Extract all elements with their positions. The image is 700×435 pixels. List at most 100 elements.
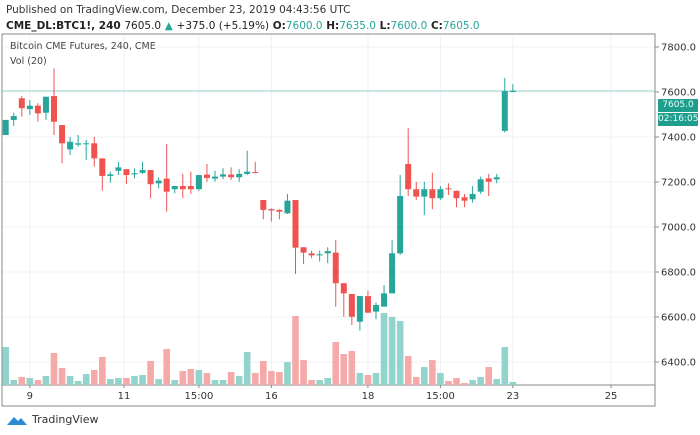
time-tick-label: 25	[605, 391, 618, 402]
candle-body	[437, 189, 444, 199]
candle-body	[147, 170, 154, 185]
volume-bar	[123, 378, 130, 385]
price-tick-label: 7800.0	[661, 43, 696, 54]
candle	[453, 190, 460, 208]
candle-body	[179, 186, 186, 190]
candle-body	[67, 141, 74, 150]
candle-body	[308, 253, 315, 256]
candle	[445, 183, 452, 196]
last-price: 7605.0	[124, 20, 162, 32]
candle-body	[139, 170, 146, 173]
volume-bar	[66, 376, 74, 385]
volume-bar	[251, 373, 259, 385]
candle	[501, 78, 508, 133]
symbol-label: CME_DL:BTC1!, 240	[6, 20, 121, 32]
volume-bar	[147, 361, 154, 385]
time-tick-label: 16	[265, 391, 278, 402]
open-value: 7600.0	[285, 20, 323, 32]
time-tick-label: 15:00	[184, 391, 213, 402]
volume-bar	[163, 349, 170, 385]
volume-bar	[211, 380, 219, 385]
volume-bar	[412, 377, 420, 385]
candle-body	[83, 143, 90, 145]
candle	[397, 175, 404, 255]
volume-bar	[340, 354, 348, 385]
candle-body	[300, 247, 307, 253]
price-tick-label: 7200.0	[661, 178, 696, 189]
candle-body	[268, 209, 275, 211]
candle-body	[405, 164, 412, 190]
candle	[34, 103, 41, 122]
candle-body	[220, 174, 227, 177]
candle-body	[42, 96, 49, 113]
volume-bar	[380, 313, 388, 385]
price-tick-label: 6400.0	[661, 358, 696, 369]
candle	[203, 164, 210, 182]
candle	[123, 169, 130, 185]
candle	[42, 96, 49, 120]
candle	[59, 125, 66, 164]
candle	[429, 172, 436, 210]
volume-bar	[2, 347, 9, 385]
time-tick-label: 18	[362, 391, 375, 402]
volume-bar	[10, 380, 18, 385]
candle-body	[469, 193, 476, 200]
volume-bar	[292, 316, 299, 385]
high-label: H:	[326, 20, 340, 32]
candle	[348, 294, 355, 326]
volume-bar	[243, 352, 251, 385]
candle	[493, 173, 500, 184]
tradingview-logo[interactable]: TradingView	[6, 413, 98, 426]
chart-legend-title: Bitcoin CME Futures, 240, CME	[10, 41, 156, 52]
volume-legend: Vol (20)	[10, 56, 47, 67]
candle	[171, 186, 178, 194]
bar-countdown-tag: 02:16:05	[658, 113, 699, 126]
volume-bar	[42, 376, 50, 385]
candle	[107, 171, 114, 183]
candle-body	[131, 173, 138, 175]
candle	[485, 173, 492, 196]
volume-bar	[268, 371, 275, 385]
volume-bar	[364, 375, 372, 385]
candle	[260, 200, 267, 220]
candle	[18, 96, 25, 117]
candle-body	[107, 174, 114, 176]
candle-body	[493, 177, 500, 180]
volume-bar	[485, 367, 492, 385]
volume-bar	[139, 375, 146, 385]
volume-bar	[316, 380, 323, 385]
candle	[268, 208, 275, 222]
volume-bar	[509, 382, 517, 385]
candle-body	[276, 209, 283, 212]
candle	[292, 200, 299, 275]
volume-bar	[437, 373, 444, 385]
candle	[364, 290, 371, 313]
candle	[477, 176, 484, 194]
candle	[99, 158, 106, 191]
candle	[284, 193, 291, 214]
close-label: C:	[430, 20, 443, 32]
volume-bar	[58, 368, 66, 385]
candle	[195, 175, 202, 191]
candle-body	[340, 283, 347, 294]
open-label: O:	[272, 20, 286, 32]
candle	[389, 240, 396, 294]
candle-body	[91, 143, 98, 159]
candle-body	[429, 189, 436, 199]
price-tick-label: 7400.0	[661, 133, 696, 144]
volume-bar	[324, 378, 331, 385]
price-change: +375.0 (+5.19%)	[176, 20, 270, 32]
low-label: L:	[379, 20, 391, 32]
candle	[469, 186, 476, 203]
time-tick-label: 9	[27, 391, 33, 402]
candle	[187, 171, 194, 194]
close-value: 7605.0	[442, 20, 480, 32]
candle-body	[461, 197, 468, 201]
volume-bar	[477, 377, 484, 385]
volume-bar	[171, 380, 179, 385]
volume-bar	[235, 376, 243, 385]
candle	[461, 193, 468, 208]
volume-bar	[260, 361, 267, 385]
candle	[26, 100, 33, 115]
